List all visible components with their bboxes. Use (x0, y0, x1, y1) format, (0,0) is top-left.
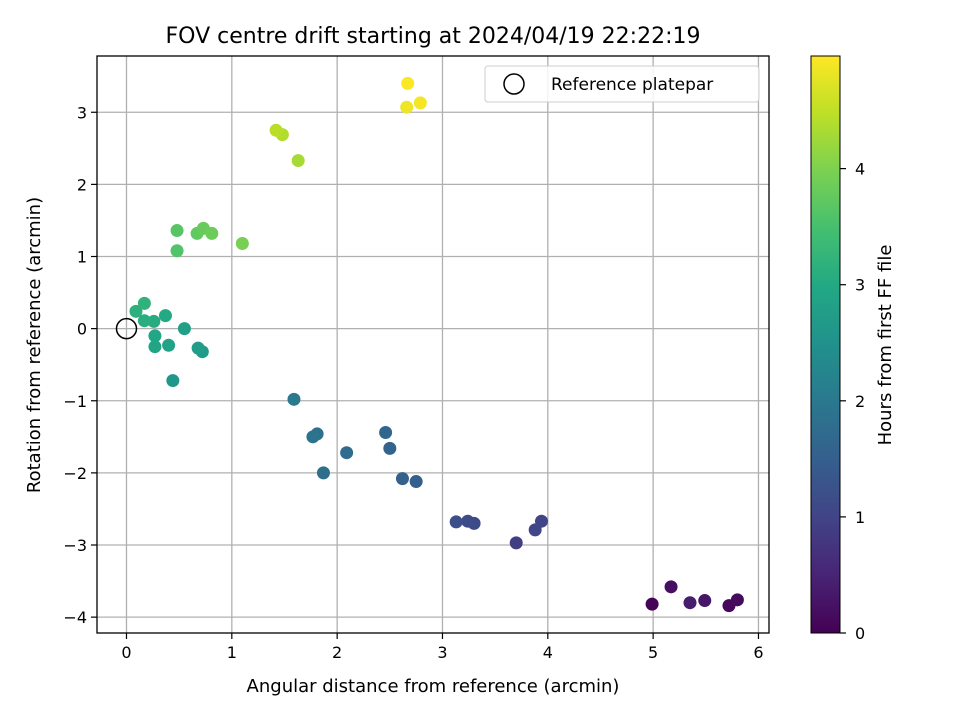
data-points (115, 76, 744, 613)
x-tick-label: 6 (753, 643, 763, 662)
data-point (129, 304, 143, 318)
y-axis-ticks: −4 −3 −2 −1 0 1 2 3 (63, 103, 97, 627)
y-tick-label: 3 (77, 103, 87, 122)
data-point (147, 314, 161, 328)
data-point (166, 374, 180, 388)
colorbar-ticks: 0 1 2 3 4 (840, 160, 865, 643)
colorbar-gradient (810, 55, 841, 634)
legend-box (484, 65, 760, 103)
colorbar-label: Hours from first FF file (875, 245, 896, 446)
data-point (449, 515, 463, 529)
legend-marker-reference (503, 73, 525, 95)
data-point (235, 237, 249, 251)
y-tick-label: 2 (77, 175, 87, 194)
data-point (287, 392, 301, 406)
data-point (306, 430, 320, 444)
data-point (170, 244, 184, 258)
y-tick-label: −2 (63, 464, 87, 483)
data-point (148, 329, 162, 343)
y-tick-label: −3 (63, 536, 87, 555)
data-point (340, 446, 354, 460)
y-tick-label: −4 (63, 608, 87, 627)
data-point (664, 580, 678, 594)
colorbar-tick-label: 4 (855, 160, 865, 179)
data-point (379, 425, 393, 439)
data-point (170, 224, 184, 238)
data-point (162, 338, 176, 352)
data-point (645, 597, 659, 611)
x-tick-label: 0 (121, 643, 131, 662)
x-tick-label: 3 (437, 643, 447, 662)
data-point (316, 466, 330, 480)
reference-platepar-marker (115, 317, 138, 340)
data-point (509, 536, 523, 550)
data-point (409, 475, 423, 489)
data-point (383, 441, 397, 455)
data-point (137, 314, 151, 328)
data-point (158, 309, 172, 323)
colorbar-tick-label: 3 (855, 276, 865, 295)
plot-frame (96, 55, 770, 634)
colorbar-tick-label: 0 (855, 624, 865, 643)
colorbar: 0 1 2 3 4 Hours from first FF file (810, 55, 896, 643)
colorbar-tick-label: 1 (855, 508, 865, 527)
data-point (683, 596, 697, 610)
x-tick-label: 4 (543, 643, 553, 662)
legend-label-reference: Reference platepar (551, 75, 713, 95)
data-point (400, 100, 414, 114)
x-axis-ticks: 0 1 2 3 4 5 6 (121, 633, 764, 662)
legend: Reference platepar (484, 65, 760, 103)
x-tick-label: 5 (648, 643, 658, 662)
x-tick-label: 1 (227, 643, 237, 662)
data-point (395, 472, 409, 486)
data-point (528, 523, 542, 537)
data-point (730, 593, 744, 607)
y-tick-label: −1 (63, 392, 87, 411)
data-point (191, 341, 205, 355)
data-point (137, 296, 151, 310)
data-point (148, 340, 162, 354)
y-tick-label: 1 (77, 248, 87, 267)
data-point (401, 76, 415, 90)
data-point (177, 322, 191, 336)
chart-title: FOV centre drift starting at 2024/04/19 … (166, 24, 701, 49)
grid-lines (97, 56, 769, 633)
data-point (205, 226, 219, 240)
data-point (269, 123, 283, 137)
y-axis-label: Rotation from reference (arcmin) (24, 197, 45, 493)
data-point (291, 154, 305, 168)
data-point (698, 594, 712, 608)
data-point (461, 514, 475, 528)
data-point (413, 96, 427, 110)
y-tick-label: 0 (77, 320, 87, 339)
colorbar-tick-label: 2 (855, 392, 865, 411)
x-axis-label: Angular distance from reference (arcmin) (247, 676, 620, 697)
x-tick-label: 2 (332, 643, 342, 662)
